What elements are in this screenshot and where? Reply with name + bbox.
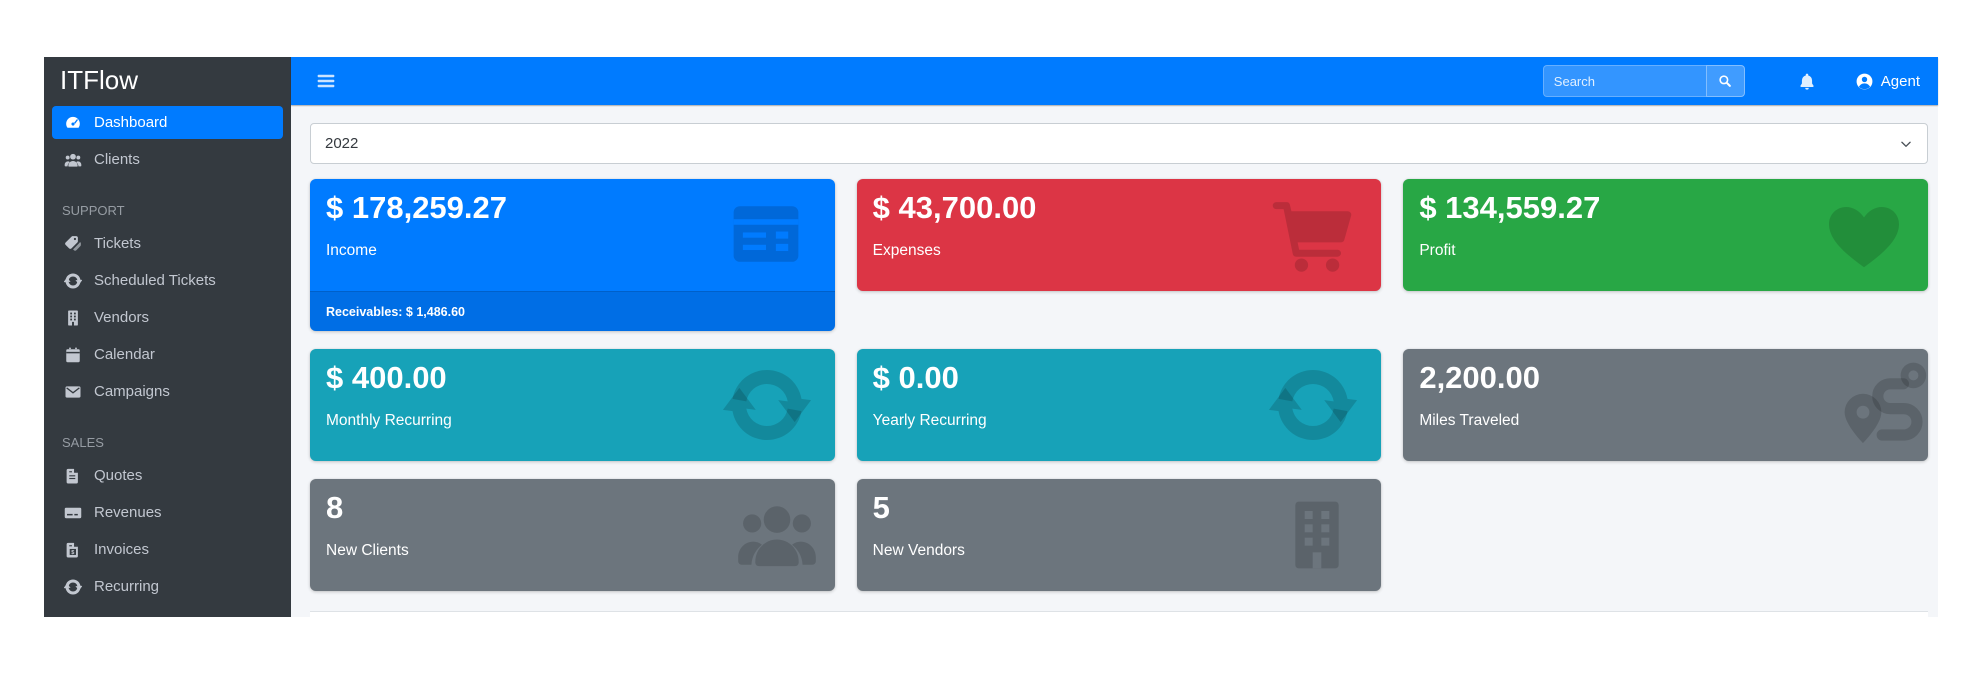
yearly-recurring-label: Yearly Recurring [872, 411, 987, 429]
sync-icon [62, 272, 84, 290]
stat-cards-grid: $ 178,259.27 Income Receivables: $ 1,486… [310, 179, 1928, 591]
sidebar-item-label: Calendar [94, 346, 155, 364]
sidebar-item-label: Quotes [94, 467, 143, 485]
card-body: $ 400.00 Monthly Recurring [310, 349, 835, 461]
card-body: 8 New Clients [310, 479, 835, 591]
sidebar-item-label: Invoices [94, 541, 150, 559]
sidebar-item-label: Dashboard [94, 114, 168, 132]
tachometer-icon [62, 114, 84, 132]
app-logo[interactable]: ITFlow [60, 65, 138, 95]
new-clients-card[interactable]: 8 New Clients [310, 479, 835, 591]
monthly-recurring-value: $ 400.00 [326, 360, 447, 395]
card-body: 5 New Vendors [857, 479, 1382, 591]
expenses-label: Expenses [872, 241, 941, 259]
topbar-search [1542, 65, 1745, 97]
sync-icon [722, 363, 811, 447]
route-icon [1840, 357, 1928, 453]
card-body: $ 43,700.00 Expenses [857, 179, 1382, 291]
card-body: 2,200.00 Miles Traveled [1403, 349, 1928, 461]
sidebar-item-scheduled-tickets[interactable]: Scheduled Tickets [52, 264, 283, 297]
sync-icon [1269, 363, 1358, 447]
sidebar-section-sales: SALES [62, 435, 104, 451]
search-icon [1719, 75, 1732, 87]
income-receivables[interactable]: Receivables: $ 1,486.60 [310, 291, 835, 331]
profit-label: Profit [1419, 241, 1456, 259]
miles-traveled-card[interactable]: 2,200.00 Miles Traveled [1403, 349, 1928, 461]
list-alt-icon [725, 197, 807, 271]
sidebar-item-vendors[interactable]: Vendors [52, 301, 283, 334]
sidebar: ITFlow Dashboard Clients SUPPORT Tickets… [44, 57, 291, 617]
sidebar-item-calendar[interactable]: Calendar [52, 338, 283, 371]
sidebar-item-invoices[interactable]: Invoices [52, 533, 283, 566]
card-body: $ 178,259.27 Income [310, 179, 835, 291]
file-invoice-dollar-icon [62, 541, 84, 559]
year-select-value: 2022 [325, 135, 359, 152]
app-window: ITFlow Dashboard Clients SUPPORT Tickets… [44, 57, 1938, 617]
monthly-recurring-card[interactable]: $ 400.00 Monthly Recurring [310, 349, 835, 461]
building-icon [62, 309, 84, 327]
envelope-icon [62, 383, 84, 401]
new-vendors-card[interactable]: 5 New Vendors [856, 479, 1382, 591]
money-check-icon [62, 504, 84, 522]
profit-value: $ 134,559.27 [1419, 190, 1601, 225]
sidebar-section-support: SUPPORT [62, 203, 125, 219]
calendar-icon [62, 346, 84, 364]
topbar: Agent [291, 57, 1938, 105]
sidebar-item-clients[interactable]: Clients [52, 143, 283, 176]
sidebar-item-revenues[interactable]: Revenues [52, 496, 283, 529]
card-body: $ 0.00 Yearly Recurring [857, 349, 1382, 461]
yearly-recurring-card[interactable]: $ 0.00 Yearly Recurring [856, 349, 1382, 461]
file-icon [62, 467, 84, 485]
app-footer [310, 611, 1928, 617]
tags-icon [62, 235, 84, 253]
users-icon [62, 151, 84, 169]
sidebar-nav: Dashboard Clients SUPPORT Tickets Schedu… [44, 101, 291, 607]
sidebar-item-recurring[interactable]: Recurring [52, 570, 283, 603]
income-label: Income [326, 241, 377, 259]
search-input[interactable] [1542, 65, 1706, 97]
sidebar-item-campaigns[interactable]: Campaigns [52, 375, 283, 408]
profit-card[interactable]: $ 134,559.27 Profit [1403, 179, 1928, 291]
sidebar-item-label: Campaigns [94, 383, 170, 401]
monthly-recurring-label: Monthly Recurring [326, 411, 452, 429]
expenses-card[interactable]: $ 43,700.00 Expenses [856, 179, 1382, 291]
sidebar-item-label: Scheduled Tickets [94, 272, 216, 290]
sidebar-item-dashboard[interactable]: Dashboard [52, 106, 283, 140]
sidebar-item-label: Tickets [94, 235, 141, 253]
sidebar-item-tickets[interactable]: Tickets [52, 227, 283, 260]
menu-toggle-bars-icon[interactable] [315, 71, 337, 91]
heart-icon [1820, 193, 1908, 277]
income-value: $ 178,259.27 [326, 190, 508, 225]
new-clients-value: 8 [326, 490, 344, 525]
chevron-down-icon [1901, 141, 1911, 147]
users-icon [733, 493, 821, 577]
miles-traveled-label: Miles Traveled [1419, 411, 1520, 429]
sync-icon [62, 578, 84, 596]
expenses-value: $ 43,700.00 [872, 190, 1037, 225]
new-vendors-label: New Vendors [872, 541, 965, 559]
bell-icon[interactable] [1797, 71, 1817, 92]
sidebar-item-label: Revenues [94, 504, 162, 522]
dashboard-content: 2022 $ 178,259.27 Income Receivables: $ … [291, 105, 1938, 617]
income-card[interactable]: $ 178,259.27 Income Receivables: $ 1,486… [310, 179, 835, 331]
card-body: $ 134,559.27 Profit [1403, 179, 1928, 291]
year-select[interactable]: 2022 [310, 123, 1928, 164]
sidebar-item-label: Vendors [94, 309, 150, 327]
sidebar-item-label: Recurring [94, 578, 160, 596]
main-area: Agent 2022 $ 178,259.27 Income [291, 57, 1938, 617]
user-circle-icon [1856, 73, 1873, 89]
new-clients-label: New Clients [326, 541, 409, 559]
new-vendors-value: 5 [872, 490, 890, 525]
building-icon [1277, 493, 1357, 577]
search-button[interactable] [1705, 65, 1745, 97]
yearly-recurring-value: $ 0.00 [872, 360, 959, 395]
miles-traveled-value: 2,200.00 [1419, 360, 1540, 395]
sidebar-item-quotes[interactable]: Quotes [52, 459, 283, 492]
topbar-right: Agent [1542, 65, 1920, 97]
shopping-cart-icon [1269, 193, 1357, 277]
sidebar-item-label: Clients [94, 151, 140, 169]
user-menu[interactable]: Agent [1855, 72, 1920, 91]
user-name: Agent [1880, 72, 1920, 90]
